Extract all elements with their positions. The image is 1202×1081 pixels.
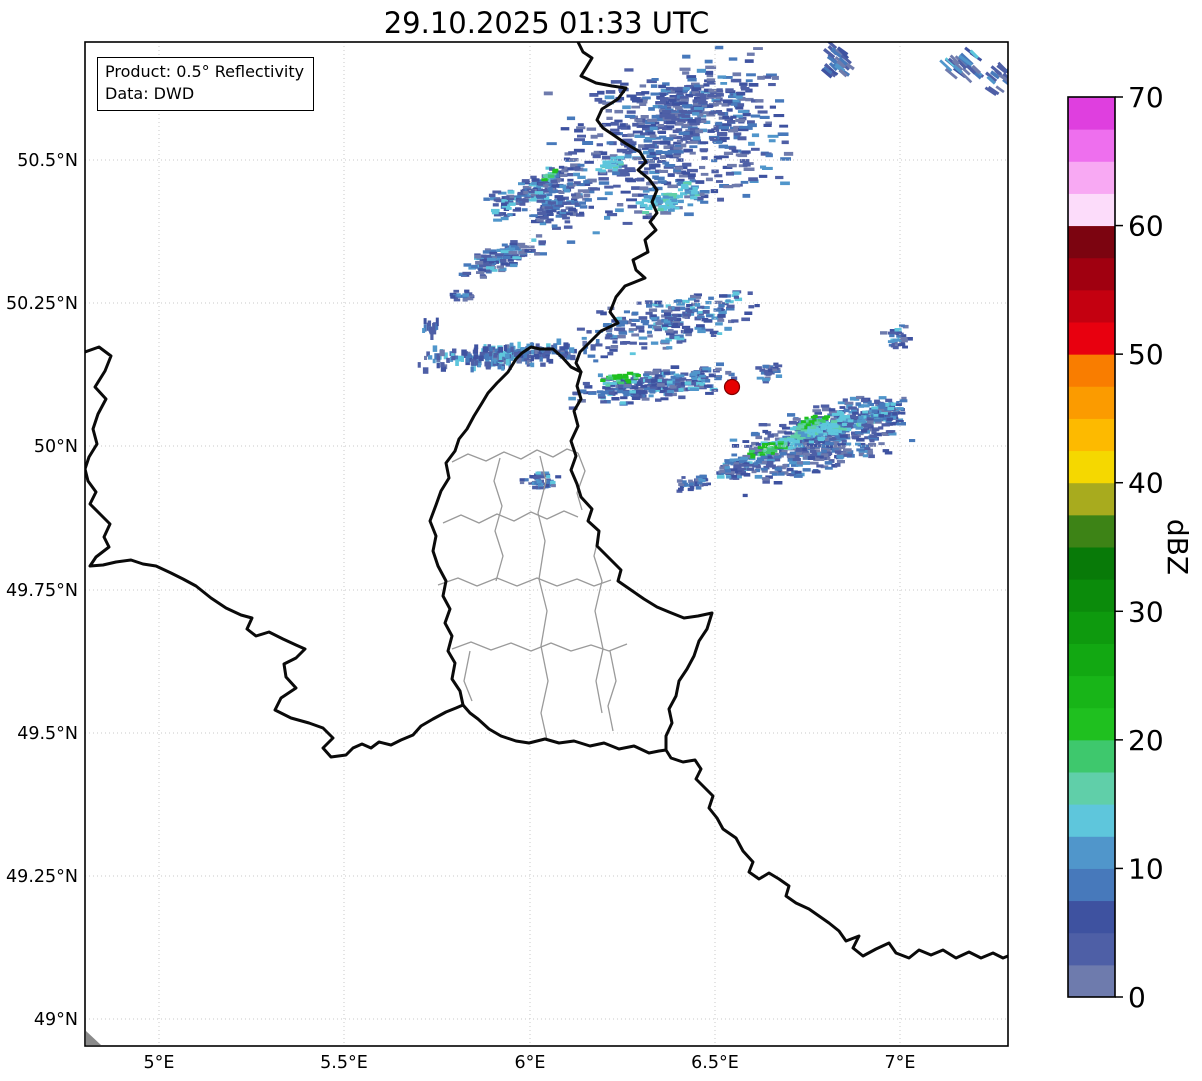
- product-info-box: Product: 0.5° Reflectivity Data: DWD: [97, 57, 315, 111]
- region-borders: [437, 448, 628, 741]
- radar-echoes: [417, 42, 1008, 498]
- colorbar-tick-label: 0: [1128, 981, 1146, 1014]
- map-decorations: [86, 1031, 101, 1045]
- radar-site-dot: [723, 378, 741, 396]
- colorbar-label: dBZ: [1161, 519, 1194, 575]
- y-tick-label: 49°N: [34, 1010, 78, 1030]
- radar-site-marker: [723, 378, 741, 396]
- y-tick-label: 49.5°N: [17, 724, 78, 744]
- map-corner-triangle: [86, 1031, 101, 1045]
- colorbar-tick-label: 70: [1128, 81, 1164, 114]
- x-tick-label: 5.5°E: [320, 1053, 368, 1073]
- x-tick-label: 6°E: [515, 1053, 546, 1073]
- x-tick-label: 5°E: [144, 1053, 175, 1073]
- colorbar-tick-label: 10: [1128, 852, 1164, 885]
- gridlines: [85, 42, 1008, 1046]
- colorbar-tick-label: 40: [1128, 467, 1164, 500]
- country-borders: [85, 42, 1008, 960]
- colorbar-tick-label: 30: [1128, 595, 1164, 628]
- colorbar-tick-labels: 0 10 20 30 40 50 60 70: [1115, 81, 1164, 1014]
- y-axis-labels: 50.5°N 50.25°N 50°N 49.75°N 49.5°N 49.25°N 49°…: [6, 151, 78, 1030]
- colorbar-tick-label: 50: [1128, 338, 1164, 371]
- y-tick-label: 50.5°N: [17, 151, 78, 171]
- x-tick-label: 7°E: [885, 1053, 916, 1073]
- product-label: Product: 0.5° Reflectivity: [105, 62, 305, 81]
- colorbar-tick-label: 60: [1128, 210, 1164, 243]
- x-axis-labels: 5°E 5.5°E 6°E 6.5°E 7°E: [144, 1053, 916, 1073]
- colorbar-tick-label: 20: [1128, 724, 1164, 757]
- x-tick-label: 6.5°E: [691, 1053, 739, 1073]
- y-tick-label: 50°N: [34, 437, 78, 457]
- y-tick-label: 49.25°N: [6, 867, 78, 887]
- data-source-label: Data: DWD: [105, 84, 195, 103]
- y-tick-label: 50.25°N: [6, 294, 78, 314]
- map-frame: [84, 41, 1009, 1047]
- y-tick-label: 49.75°N: [6, 581, 78, 601]
- colorbar-unit-label: dBZ: [1161, 519, 1194, 575]
- colorbar: [1067, 96, 1116, 998]
- figure-title: 29.10.2025 01:33 UTC: [383, 6, 710, 40]
